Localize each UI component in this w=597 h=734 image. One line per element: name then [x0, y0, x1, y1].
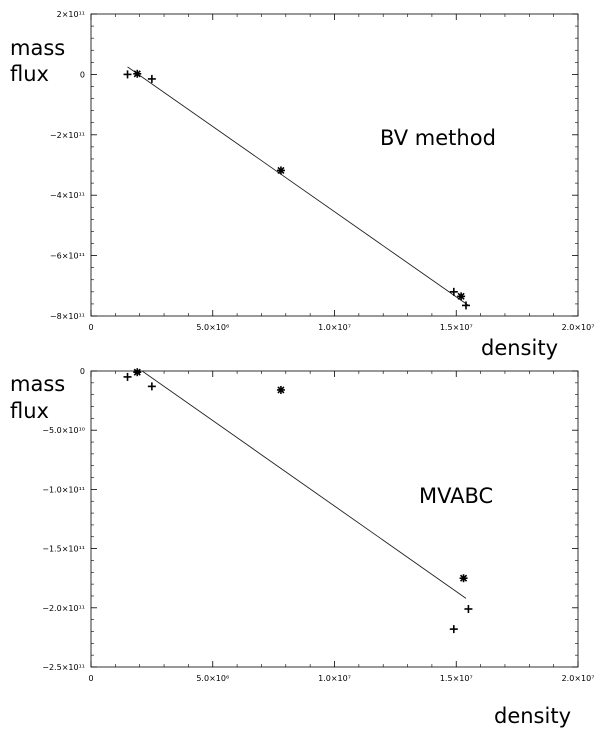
xlabel-density-2: density: [494, 704, 571, 728]
x-tick-label: 1.0×10⁷: [318, 323, 351, 332]
y-tick-label: −8×10¹¹: [50, 312, 85, 321]
ylabel-flux-2: flux: [10, 399, 49, 423]
y-tick-label: −2.0×10¹¹: [42, 604, 85, 613]
y-tick-label: −5.0×10¹⁰: [42, 426, 85, 435]
x-tick-label: 1.0×10⁷: [318, 674, 351, 683]
plus-marker: [147, 74, 156, 83]
ylabel-mass-1: mass: [10, 36, 66, 60]
x-tick-label: 1.5×10⁷: [440, 323, 473, 332]
y-tick-label: 0: [80, 70, 85, 79]
x-tick-label: 0: [88, 674, 93, 683]
x-tick-label: 2.0×10⁷: [562, 323, 595, 332]
y-tick-label: −2.5×10¹¹: [42, 663, 85, 672]
plus-marker: [123, 372, 132, 381]
xlabel-density-1: density: [481, 336, 558, 360]
plus-marker: [449, 625, 458, 634]
plus-marker: [123, 70, 132, 79]
y-tick-label: 0: [80, 367, 85, 376]
plus-marker: [461, 301, 470, 310]
annotation-bv-method: BV method: [380, 126, 496, 150]
fit-line: [127, 66, 469, 306]
asterisk-marker: [276, 385, 285, 394]
chart-panel-bv-method: 0 5.0×10⁶ 1.0×10⁷ 1.5×10⁷ 2.0×10⁷ 2×10¹¹ 0 −2×1…: [50, 10, 595, 332]
chart-panel-mvabc: 0 5.0×10⁶ 1.0×10⁷ 1.5×10⁷ 2.0×10⁷ 0 −5.0×10¹⁰ −…: [42, 367, 594, 683]
x-tick-label: 1.5×10⁷: [440, 674, 473, 683]
x-tick-label: 5.0×10⁶: [196, 323, 229, 332]
asterisk-marker: [133, 368, 142, 377]
plus-marker: [147, 382, 156, 391]
y-tick-label: −6×10¹¹: [50, 252, 85, 261]
y-tick-label: −2×10¹¹: [50, 131, 85, 140]
x-tick-label: 0: [88, 323, 93, 332]
annotation-mvabc: MVABC: [419, 484, 494, 508]
x-tick-label: 2.0×10⁷: [562, 674, 595, 683]
y-tick-label: −1.0×10¹¹: [42, 485, 85, 494]
y-tick-label: 2×10¹¹: [57, 10, 85, 19]
x-tick-label: 5.0×10⁶: [196, 674, 229, 683]
plot-frame: [90, 13, 579, 317]
asterisk-marker: [459, 574, 468, 583]
fit-line: [141, 370, 467, 599]
plus-marker: [449, 287, 458, 296]
ylabel-mass-2: mass: [10, 372, 66, 396]
asterisk-marker: [276, 166, 285, 175]
plus-marker: [464, 604, 473, 613]
ylabel-flux-1: flux: [10, 62, 49, 86]
asterisk-marker: [133, 69, 142, 78]
plot-frame: [90, 370, 579, 668]
asterisk-marker: [457, 292, 466, 301]
y-tick-label: −1.5×10¹¹: [42, 545, 85, 554]
y-tick-label: −4×10¹¹: [50, 191, 85, 200]
